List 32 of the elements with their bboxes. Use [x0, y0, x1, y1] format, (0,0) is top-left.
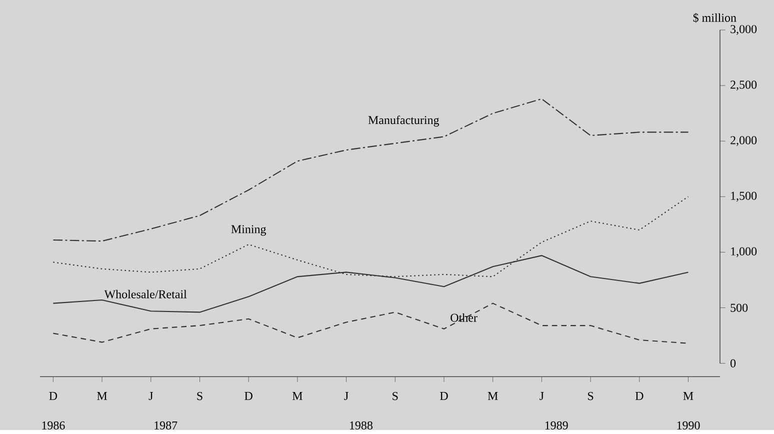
text: 1988 [350, 421, 372, 430]
x-tick-label: D [244, 392, 252, 400]
x-tick-label: S [197, 392, 202, 400]
x-tick-label: D [440, 392, 448, 400]
x-tick-label: D [635, 392, 644, 400]
y-tick-label: 3,000 [730, 25, 757, 35]
text: 1986 [42, 421, 65, 430]
x-tick-label: M [683, 392, 694, 400]
x-tick-label: M [488, 392, 498, 400]
x-tick-label: S [588, 392, 594, 400]
y-tick-label: 2,000 [730, 136, 757, 146]
x-tick-label: D [49, 392, 58, 400]
text: 1990 [677, 421, 700, 430]
x-tick-label: M [97, 392, 108, 400]
y-tick-label: 500 [730, 304, 748, 312]
x-tick-label: J [540, 392, 544, 400]
text: 1987 [154, 421, 178, 430]
x-tick-label: J [148, 392, 153, 400]
x-tick-label: S [392, 392, 398, 400]
y-tick-label: 1,500 [731, 192, 757, 202]
line-series [52, 98, 689, 242]
text: 1989 [545, 421, 568, 430]
series-label: Manufacturing [368, 116, 440, 127]
y-tick-label: 2,500 [730, 80, 757, 91]
y-tick-label: 0 [730, 359, 736, 368]
x-tick-label: M [292, 392, 302, 400]
y-axis-title: $ million [693, 13, 736, 23]
series-label: Other [450, 313, 478, 322]
y-tick-label: 1,000 [731, 247, 757, 258]
series-label: Mining [231, 225, 266, 236]
series-label: Wholesale/Retail [104, 290, 187, 298]
x-tick-label: J [344, 392, 348, 400]
